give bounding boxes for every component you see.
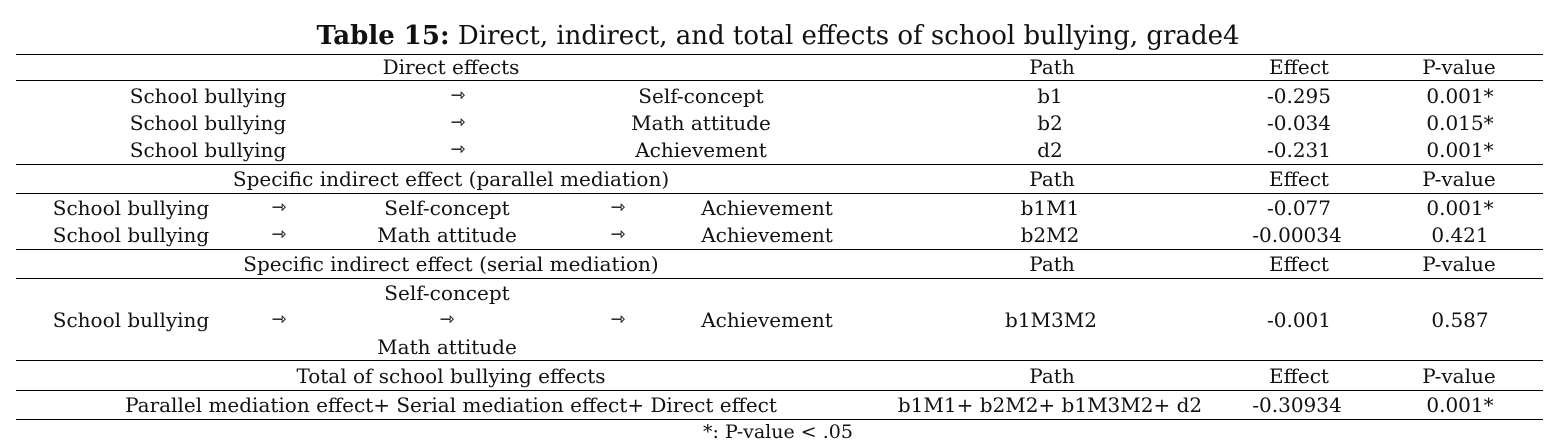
- serial-row-to: Achievement: [701, 308, 833, 332]
- direct-row-3-path: d2: [1037, 138, 1063, 162]
- serial-row-path: b1M3M2: [1005, 308, 1097, 332]
- parallel-section-title: Specific indirect effect (parallel media…: [232, 167, 670, 191]
- total-row-path: b1M1+ b2M2+ b1M3M2+ d2: [897, 393, 1203, 417]
- parallel-row-1-arrow-2-icon: ⇾: [610, 197, 626, 218]
- direct-row-1-pvalue: 0.001*: [1426, 84, 1494, 108]
- total-row-label: Parallel mediation effect+ Serial mediat…: [125, 393, 777, 417]
- serial-row-effect: -0.001: [1266, 308, 1332, 332]
- direct-row-2-arrow-icon: ⇾: [450, 112, 466, 133]
- direct-row-2-effect: -0.034: [1266, 111, 1332, 135]
- direct-row-3-pvalue: 0.001*: [1426, 138, 1494, 162]
- direct-effect-header: Effect: [1269, 55, 1329, 79]
- serial-row-mediator-arrow-icon: ⇾: [439, 309, 455, 330]
- table-footnote: *: P-value < .05: [703, 421, 853, 443]
- rule-below-serial-header: [16, 278, 1543, 279]
- parallel-row-2-to: Achievement: [701, 223, 833, 247]
- rule-below-serial: [16, 360, 1543, 361]
- parallel-row-1-from: School bullying: [52, 196, 210, 220]
- table-caption-text: Direct, indirect, and total effects of s…: [457, 21, 1240, 51]
- direct-row-2-pvalue: 0.015*: [1426, 111, 1494, 135]
- parallel-row-2-from: School bullying: [52, 223, 210, 247]
- parallel-row-1-mediator: Self-concept: [384, 196, 510, 220]
- rule-top: [16, 54, 1543, 55]
- parallel-row-2-effect: -0.00034: [1252, 223, 1342, 247]
- serial-row-arrow-1-icon: ⇾: [271, 309, 287, 330]
- rule-below-direct-header: [16, 80, 1543, 81]
- parallel-row-2-arrow-2-icon: ⇾: [610, 224, 626, 245]
- parallel-row-1-pvalue: 0.001*: [1426, 196, 1494, 220]
- parallel-row-1-arrow-1-icon: ⇾: [271, 197, 287, 218]
- rule-below-parallel-header: [16, 193, 1543, 194]
- parallel-row-1-to: Achievement: [701, 196, 833, 220]
- table-caption: Table 15: Direct, indirect, and total ef…: [0, 20, 1556, 52]
- rule-below-direct: [16, 164, 1543, 165]
- direct-row-1-to: Self-concept: [638, 84, 764, 108]
- direct-row-3-effect: -0.231: [1266, 138, 1332, 162]
- direct-row-3-from: School bullying: [129, 138, 287, 162]
- serial-row-pvalue: 0.587: [1431, 308, 1489, 332]
- serial-section-title: Specific indirect effect (serial mediati…: [243, 252, 659, 276]
- total-effect-header: Effect: [1269, 364, 1329, 388]
- direct-row-2-to: Math attitude: [631, 111, 771, 135]
- parallel-effect-header: Effect: [1269, 167, 1329, 191]
- parallel-pvalue-header: P-value: [1422, 167, 1496, 191]
- total-row-effect: -0.30934: [1252, 393, 1342, 417]
- direct-row-1-effect: -0.295: [1266, 84, 1332, 108]
- table-caption-label: Table 15:: [316, 21, 450, 51]
- serial-pvalue-header: P-value: [1422, 252, 1496, 276]
- total-path-header: Path: [1029, 364, 1075, 388]
- direct-row-1-path: b1: [1037, 84, 1063, 108]
- direct-row-1-arrow-icon: ⇾: [450, 85, 466, 106]
- parallel-row-2-mediator: Math attitude: [377, 223, 517, 247]
- total-section-title: Total of school bullying effects: [296, 364, 606, 388]
- direct-row-3-arrow-icon: ⇾: [450, 139, 466, 160]
- direct-row-2-path: b2: [1037, 111, 1063, 135]
- total-row-pvalue: 0.001*: [1426, 393, 1494, 417]
- serial-row-from: School bullying: [52, 308, 210, 332]
- direct-section-title: Direct effects: [382, 55, 520, 79]
- total-pvalue-header: P-value: [1422, 364, 1496, 388]
- rule-bottom: [16, 419, 1543, 420]
- parallel-row-1-effect: -0.077: [1266, 196, 1332, 220]
- rule-below-parallel: [16, 249, 1543, 250]
- direct-row-1-from: School bullying: [129, 84, 287, 108]
- serial-row-arrow-2-icon: ⇾: [610, 309, 626, 330]
- direct-path-header: Path: [1029, 55, 1075, 79]
- parallel-row-2-pvalue: 0.421: [1431, 223, 1489, 247]
- serial-path-header: Path: [1029, 252, 1075, 276]
- direct-pvalue-header: P-value: [1422, 55, 1496, 79]
- parallel-row-2-path: b2M2: [1020, 223, 1080, 247]
- parallel-row-1-path: b1M1: [1020, 196, 1080, 220]
- direct-row-2-from: School bullying: [129, 111, 287, 135]
- parallel-path-header: Path: [1029, 167, 1075, 191]
- parallel-row-2-arrow-1-icon: ⇾: [271, 224, 287, 245]
- serial-row-mediator-2: Math attitude: [377, 335, 517, 359]
- serial-row-mediator-1: Self-concept: [384, 281, 510, 305]
- rule-below-total-header: [16, 390, 1543, 391]
- serial-effect-header: Effect: [1269, 252, 1329, 276]
- direct-row-3-to: Achievement: [635, 138, 767, 162]
